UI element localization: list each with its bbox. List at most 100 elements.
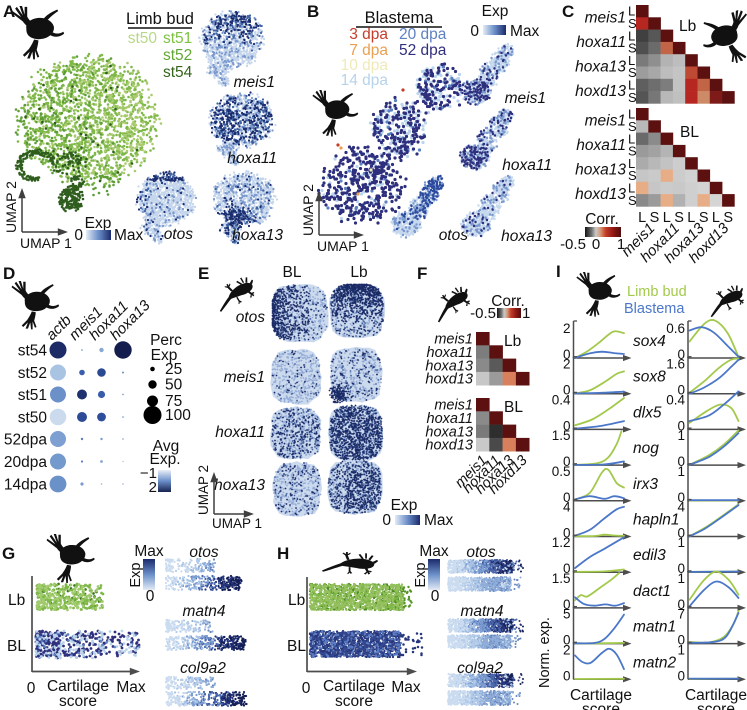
svg-text:Exp.: Exp.	[149, 451, 180, 468]
svg-text:Exp: Exp	[413, 563, 429, 588]
svg-text:14dpa: 14dpa	[4, 477, 47, 494]
svg-text:0: 0	[563, 633, 571, 648]
svg-text:Exp: Exp	[482, 3, 509, 20]
svg-text:hoxd13: hoxd13	[575, 83, 626, 100]
svg-text:Max: Max	[424, 512, 454, 529]
svg-text:0: 0	[677, 454, 685, 469]
svg-text:edil3: edil3	[633, 547, 666, 564]
svg-text:Corr.: Corr.	[585, 211, 619, 228]
svg-text:hoxa11: hoxa11	[502, 157, 552, 174]
svg-text:hoxa11: hoxa11	[215, 424, 265, 441]
svg-text:sox4: sox4	[633, 333, 666, 350]
svg-text:2: 2	[149, 479, 157, 496]
svg-text:3 dpa: 3 dpa	[349, 26, 388, 43]
svg-text:hoxa13: hoxa13	[575, 162, 626, 179]
svg-text:BL: BL	[7, 638, 26, 655]
svg-text:2: 2	[563, 642, 571, 657]
svg-text:hoxa13: hoxa13	[425, 358, 473, 374]
svg-text:B: B	[307, 2, 319, 21]
svg-text:2: 2	[563, 321, 571, 336]
svg-text:L: L	[638, 210, 646, 226]
svg-text:1: 1	[677, 428, 685, 443]
svg-text:hoxa11: hoxa11	[576, 34, 626, 51]
svg-text:st52: st52	[163, 47, 192, 64]
svg-text:st52: st52	[18, 365, 47, 382]
svg-text:matn2: matn2	[633, 654, 676, 671]
svg-text:meis1: meis1	[585, 9, 626, 26]
svg-text:0: 0	[677, 561, 685, 576]
svg-text:score: score	[582, 701, 620, 710]
svg-text:st51: st51	[163, 30, 192, 47]
svg-text:0.6: 0.6	[666, 321, 685, 336]
svg-text:Max: Max	[419, 543, 449, 560]
svg-text:Limb bud: Limb bud	[126, 10, 194, 28]
svg-text:0: 0	[302, 680, 311, 697]
svg-text:S: S	[699, 210, 709, 226]
svg-text:Lb: Lb	[288, 592, 305, 609]
svg-text:L: L	[628, 107, 635, 122]
svg-text:st51: st51	[18, 387, 47, 404]
svg-text:hoxd13: hoxd13	[425, 438, 473, 454]
svg-text:matn4: matn4	[460, 603, 503, 620]
svg-text:hoxd13: hoxd13	[575, 186, 626, 203]
svg-text:otos: otos	[439, 227, 469, 244]
svg-text:hoxa13: hoxa13	[214, 477, 265, 494]
svg-text:Max: Max	[116, 679, 146, 696]
svg-text:Cartilage: Cartilage	[47, 678, 109, 695]
svg-text:irx3: irx3	[633, 476, 658, 493]
svg-text:0: 0	[563, 383, 571, 398]
svg-text:UMAP 2: UMAP 2	[300, 184, 316, 236]
svg-text:L: L	[628, 4, 635, 19]
svg-text:meis1: meis1	[234, 74, 275, 91]
svg-text:S: S	[628, 65, 637, 80]
svg-text:st54: st54	[18, 343, 48, 360]
svg-text:Perc: Perc	[150, 332, 182, 349]
svg-text:A: A	[3, 2, 15, 21]
svg-text:otos: otos	[236, 309, 266, 326]
svg-text:hapln1: hapln1	[633, 512, 680, 529]
svg-text:Blastema: Blastema	[624, 301, 685, 317]
svg-text:0: 0	[382, 512, 391, 529]
svg-text:sox8: sox8	[633, 369, 666, 386]
svg-text:Lb: Lb	[504, 333, 521, 350]
svg-text:1.5: 1.5	[552, 428, 571, 443]
svg-text:I: I	[556, 262, 561, 281]
svg-text:20dpa: 20dpa	[4, 454, 47, 471]
svg-text:hoxa13: hoxa13	[575, 59, 626, 76]
svg-text:UMAP 2: UMAP 2	[196, 465, 211, 515]
svg-text:10 dpa: 10 dpa	[341, 57, 389, 74]
svg-text:otos: otos	[189, 544, 219, 561]
svg-text:0: 0	[677, 490, 685, 505]
svg-text:L: L	[712, 210, 720, 226]
svg-text:BL: BL	[504, 399, 523, 416]
svg-text:0: 0	[677, 383, 685, 398]
svg-text:52dpa: 52dpa	[4, 432, 47, 449]
svg-text:L: L	[663, 210, 671, 226]
svg-text:meis1: meis1	[505, 90, 546, 107]
svg-text:dlx5: dlx5	[633, 404, 662, 421]
svg-text:1: 1	[677, 642, 685, 657]
svg-text:L: L	[628, 180, 635, 195]
svg-text:S: S	[628, 119, 637, 134]
svg-text:5: 5	[563, 607, 571, 622]
svg-text:1: 1	[677, 571, 685, 586]
svg-text:E: E	[198, 264, 209, 283]
svg-text:L: L	[628, 156, 635, 171]
svg-text:score: score	[335, 693, 373, 710]
svg-text:hoxa13: hoxa13	[425, 424, 473, 440]
svg-text:UMAP 1: UMAP 1	[20, 235, 72, 251]
svg-text:Limb bud: Limb bud	[627, 284, 687, 300]
svg-text:score: score	[59, 693, 97, 710]
svg-text:1.2: 1.2	[552, 535, 571, 550]
svg-text:Avg: Avg	[153, 438, 179, 455]
svg-text:UMAP 2: UMAP 2	[3, 181, 19, 233]
svg-text:Corr.: Corr.	[491, 293, 525, 310]
svg-text:meis1: meis1	[224, 369, 265, 386]
svg-text:0.4: 0.4	[666, 392, 685, 407]
svg-text:meis1: meis1	[434, 332, 473, 348]
svg-text:Exp: Exp	[391, 497, 418, 514]
svg-text:F: F	[417, 264, 427, 283]
svg-text:0: 0	[677, 633, 685, 648]
svg-text:S: S	[674, 210, 684, 226]
svg-text:0: 0	[563, 526, 571, 541]
